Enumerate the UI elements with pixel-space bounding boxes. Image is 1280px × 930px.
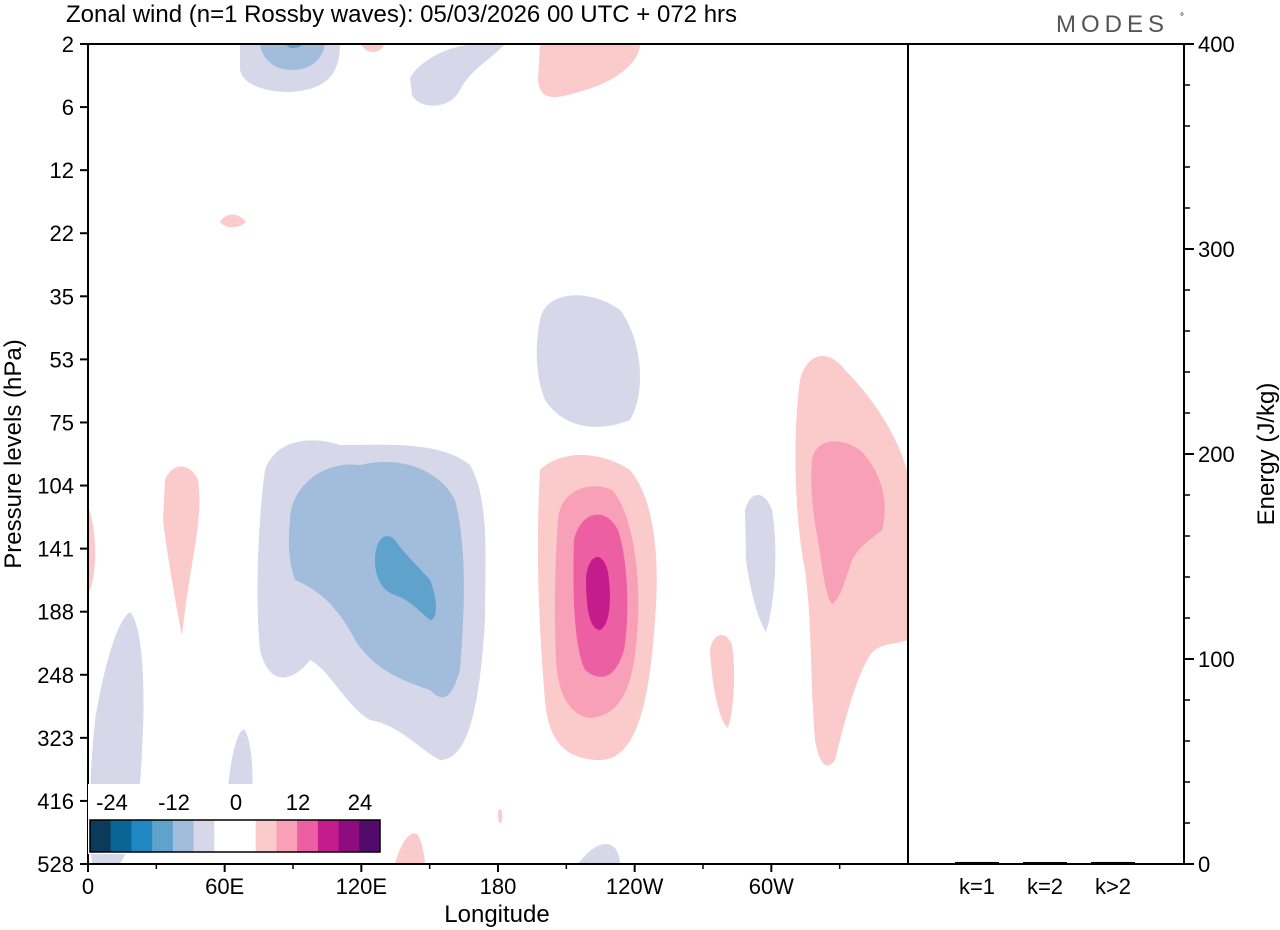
contour-neg12-120e [375, 536, 436, 620]
contour-neg4-low-180 [578, 843, 620, 864]
y-tick-label: 12 [50, 158, 74, 183]
x-axis-longitude: 0 60E 120E 180 120W 60W [82, 864, 841, 899]
colorbar-swatch [255, 820, 277, 852]
x-tick-label: 60E [205, 874, 244, 899]
colorbar-label: -12 [158, 790, 190, 815]
colorbar-frame [89, 819, 381, 853]
x-tick-label: 120E [336, 874, 387, 899]
y-tick-label: 6 [62, 95, 74, 120]
energy-bar [1091, 861, 1135, 864]
x-axis-label: Longitude [444, 901, 549, 928]
modes-logo: MODES [1056, 11, 1169, 38]
energy-tick-label: 400 [1198, 32, 1235, 57]
y-tick-label: 141 [37, 537, 74, 562]
y-axis-label: Pressure levels (hPa) [0, 339, 27, 568]
energy-bar [955, 861, 999, 864]
energy-tick-label: 300 [1198, 237, 1235, 262]
modes-logo-mark: ° [1180, 12, 1184, 23]
contour-pos4-edge [88, 505, 96, 595]
contour-pos16-120w [586, 557, 610, 630]
colorbar-swatch [297, 820, 319, 852]
colorbar-label: 12 [286, 790, 310, 815]
colorbar-swatch [214, 820, 236, 852]
contour-neg8-top-blob [260, 44, 325, 70]
contour-pos4-low-120e [395, 833, 425, 864]
contour-neg4-upper-right [410, 44, 505, 106]
energy-bar [1023, 862, 1067, 864]
y-tick-label: 35 [50, 284, 74, 309]
energy-plot-frame [907, 43, 1185, 865]
y-tick-label: 2 [62, 32, 74, 57]
y-tick-label: 188 [37, 600, 74, 625]
colorbar-label: 0 [230, 790, 242, 815]
colorbar-swatch [131, 820, 153, 852]
y-tick-label: 528 [37, 852, 74, 877]
contour-pos4-left [163, 466, 200, 636]
colorbar-swatch [193, 820, 215, 852]
contour-pos4-90w [710, 635, 735, 728]
y-axis-pressure: 2 6 12 22 35 53 75 104 141 188 248 323 416 528 [37, 32, 88, 877]
colorbar-swatch [359, 820, 381, 852]
y-tick-label: 323 [37, 726, 74, 751]
contour-neg4-60w [745, 495, 776, 632]
y-tick-label: 248 [37, 663, 74, 688]
colorbar-swatch [172, 820, 195, 852]
energy-category-label: k=1 [959, 874, 995, 899]
x-tick-label: 180 [480, 874, 517, 899]
colorbar-swatch [90, 820, 112, 852]
contour-pos4-low-180 [498, 809, 503, 824]
x-tick-label: 60W [749, 874, 794, 899]
y-tick-label: 53 [50, 347, 74, 372]
contour-pos4-22hpa [220, 214, 246, 228]
contour-pos8-30w [811, 441, 885, 604]
colorbar-swatch [110, 820, 132, 852]
contour-pos4-top-spot [360, 44, 384, 52]
colorbar-swatch [317, 820, 340, 852]
colorbar-swatch [276, 820, 298, 852]
contour-plot-frame [87, 43, 909, 865]
y-tick-label: 22 [50, 221, 74, 246]
colorbar-legend: -24 -12 0 12 24 [88, 784, 382, 854]
y-tick-label: 104 [37, 474, 74, 499]
energy-category-label: k=2 [1027, 874, 1063, 899]
colorbar-swatch [338, 820, 360, 852]
contour-neg4-35hpa [536, 295, 641, 427]
energy-category-label: k>2 [1095, 874, 1131, 899]
contour-neg8-120e [288, 461, 464, 698]
energy-tick-label: 200 [1198, 442, 1235, 467]
x-tick-label: 0 [82, 874, 94, 899]
contour-pos4-upper [538, 44, 640, 98]
energy-axis: 0 100 200 300 400 [1184, 32, 1235, 877]
colorbar-label: -24 [96, 790, 128, 815]
x-tick-label: 120W [606, 874, 664, 899]
energy-tick-label: 100 [1198, 647, 1235, 672]
energy-categories: k=1 k=2 k>2 [955, 861, 1135, 899]
contour-field [88, 44, 908, 864]
colorbar-label: 24 [348, 790, 372, 815]
energy-tick-label: 0 [1198, 852, 1210, 877]
colorbar-swatch [235, 820, 257, 852]
y-tick-label: 75 [50, 410, 74, 435]
colorbar-swatch [152, 820, 174, 852]
energy-axis-label: Energy (J/kg) [1253, 383, 1280, 526]
y-tick-label: 416 [37, 789, 74, 814]
chart-title: Zonal wind (n=1 Rossby waves): 05/03/202… [66, 1, 737, 28]
